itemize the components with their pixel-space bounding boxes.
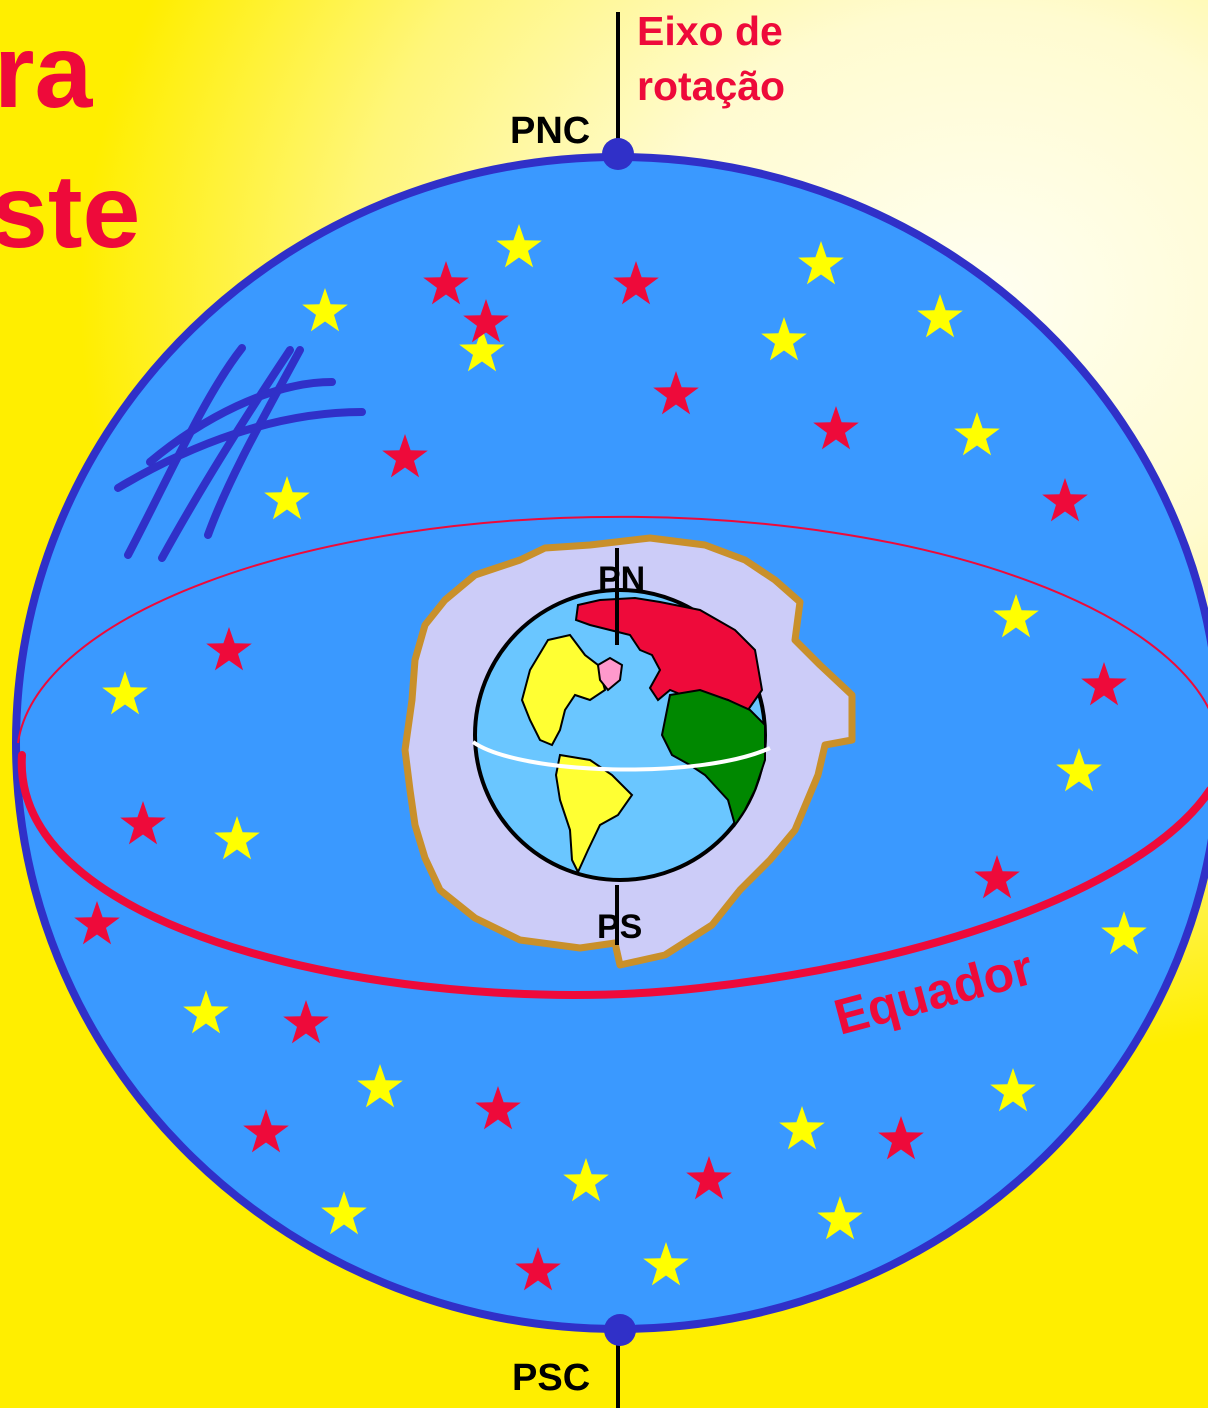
red-star — [423, 261, 469, 305]
north-pole-label: PN — [598, 560, 645, 598]
red-star — [686, 1156, 732, 1200]
yellow-star — [761, 317, 807, 361]
south-pole-label: PS — [597, 908, 642, 946]
red-star — [283, 1000, 329, 1044]
axis-label-line2: rotação — [637, 63, 785, 109]
red-star — [120, 801, 166, 845]
yellow-star — [1056, 748, 1102, 792]
yellow-star — [990, 1068, 1036, 1112]
yellow-star — [779, 1106, 825, 1150]
south-celestial-pole-label: PSC — [512, 1357, 590, 1399]
yellow-star — [321, 1191, 367, 1235]
red-star — [1042, 478, 1088, 522]
stars — [74, 224, 1147, 1291]
yellow-star — [183, 990, 229, 1034]
yellow-star — [917, 294, 963, 338]
yellow-star — [264, 476, 310, 520]
red-star — [243, 1109, 289, 1153]
yellow-star — [993, 594, 1039, 638]
equator-back — [17, 515, 1208, 744]
continent-north-america — [520, 633, 607, 747]
yellow-star — [496, 224, 542, 268]
equator-front — [17, 751, 1208, 999]
red-star — [515, 1247, 561, 1291]
red-star — [813, 406, 859, 450]
red-star — [653, 371, 699, 415]
red-star — [74, 901, 120, 945]
greenland — [596, 656, 624, 692]
coordinate-grid-scribble — [114, 344, 366, 562]
yellow-star — [459, 328, 505, 372]
earth-equator — [471, 740, 771, 772]
continent-africa — [660, 688, 766, 828]
yellow-star — [1101, 911, 1147, 955]
yellow-star — [563, 1158, 609, 1202]
yellow-star — [643, 1242, 689, 1286]
axis-label-line1: Eixo de — [637, 8, 783, 54]
red-star — [1081, 662, 1127, 706]
yellow-star — [954, 412, 1000, 456]
yellow-star — [817, 1196, 863, 1240]
red-star — [878, 1116, 924, 1160]
north-celestial-pole-label: PNC — [510, 110, 590, 152]
title-fragment-2: ste — [0, 154, 141, 270]
south-celestial-pole-dot — [604, 1314, 636, 1346]
yellow-star — [798, 241, 844, 285]
red-star — [613, 261, 659, 305]
continent-south-america — [554, 753, 634, 875]
yellow-star — [357, 1064, 403, 1108]
yellow-star — [214, 816, 260, 860]
red-star — [463, 299, 509, 343]
title-fragment-1: ra — [0, 14, 93, 130]
yellow-star — [102, 671, 148, 715]
yellow-star — [302, 288, 348, 332]
red-star — [206, 627, 252, 671]
red-star — [475, 1086, 521, 1130]
red-star — [382, 434, 428, 478]
north-celestial-pole-dot — [602, 138, 634, 170]
red-star — [974, 855, 1020, 899]
